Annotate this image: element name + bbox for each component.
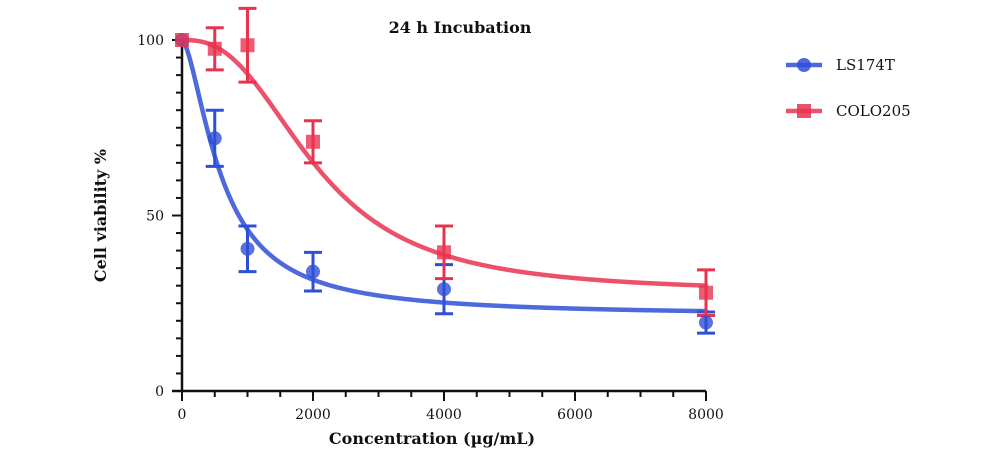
legend-label: LS174T: [836, 56, 895, 74]
legend-marker: [797, 104, 811, 118]
y-tick-label: 50: [146, 209, 164, 225]
data-point: [437, 245, 451, 260]
data-point: [699, 315, 713, 330]
data-point: [207, 131, 222, 146]
x-tick-label: 6000: [557, 407, 593, 423]
chart-title: 24 h Incubation: [389, 18, 532, 37]
data-point: [306, 264, 320, 279]
axes: 0 50 100 0 2000 4000 6000 8000: [137, 33, 724, 423]
data-point: [699, 285, 713, 300]
y-axis-title: Cell viability %: [91, 149, 110, 282]
x-tick-label: 8000: [688, 407, 724, 423]
x-tick-label: 0: [178, 407, 187, 423]
data-point: [175, 33, 189, 47]
x-axis-title: Concentration (µg/mL): [329, 429, 535, 448]
data-point: [207, 41, 222, 56]
data-point: [240, 38, 255, 53]
data-point: [306, 134, 320, 149]
legend: LS174T COLO205: [786, 56, 911, 120]
y-tick-label: 100: [137, 33, 164, 49]
x-axis-ticks: 0 2000 4000 6000 8000: [178, 391, 724, 423]
x-tick-label: 2000: [295, 407, 331, 423]
data-point: [437, 282, 451, 297]
data-point: [240, 241, 255, 256]
legend-label: COLO205: [836, 102, 911, 120]
y-axis-ticks: 0 50 100: [137, 33, 182, 400]
legend-marker: [797, 58, 811, 72]
x-tick-label: 4000: [426, 407, 462, 423]
data-markers: [175, 33, 713, 330]
y-tick-label: 0: [155, 384, 164, 400]
